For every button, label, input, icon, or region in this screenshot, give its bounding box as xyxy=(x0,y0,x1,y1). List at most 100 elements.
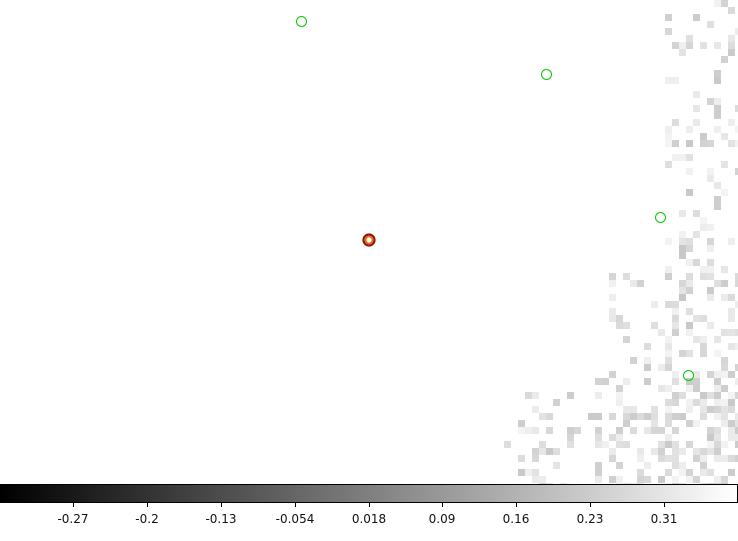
image-pixel xyxy=(595,462,602,469)
image-pixel xyxy=(714,399,721,406)
image-pixel xyxy=(735,343,738,350)
image-pixel xyxy=(735,140,738,147)
image-pixel xyxy=(693,378,700,385)
region-marker[interactable] xyxy=(683,370,694,381)
image-pixel xyxy=(665,469,672,476)
image-pixel xyxy=(539,413,546,420)
colorbar-ticks: -0.27 -0.2 -0.13 -0.054 0.018 0.09 0.16 … xyxy=(0,503,738,541)
region-marker[interactable] xyxy=(541,69,552,80)
image-pixel xyxy=(700,406,707,413)
image-pixel xyxy=(735,28,738,35)
image-pixel xyxy=(714,105,721,112)
image-pixel xyxy=(609,294,616,301)
image-pixel xyxy=(707,140,714,147)
image-pixel xyxy=(721,476,728,483)
image-pixel xyxy=(644,364,651,371)
image-pixel xyxy=(686,399,693,406)
image-pixel xyxy=(665,14,672,21)
image-pixel xyxy=(609,413,616,420)
image-pixel xyxy=(714,413,721,420)
image-pixel xyxy=(532,392,539,399)
image-pixel xyxy=(630,406,637,413)
image-pixel xyxy=(595,413,602,420)
image-pixel xyxy=(721,420,728,427)
image-pixel xyxy=(707,483,714,484)
image-pixel xyxy=(728,406,735,413)
image-pixel xyxy=(721,413,728,420)
image-pixel xyxy=(595,392,602,399)
image-pixel xyxy=(658,476,665,483)
image-pixel xyxy=(714,112,721,119)
image-pixel xyxy=(679,49,686,56)
image-pixel xyxy=(532,448,539,455)
image-pixel xyxy=(672,413,679,420)
image-pixel xyxy=(686,378,693,385)
image-pixel xyxy=(567,427,574,434)
image-pixel xyxy=(728,329,735,336)
image-pixel xyxy=(714,476,721,483)
image-pixel xyxy=(672,483,679,484)
image-pixel xyxy=(665,441,672,448)
image-pixel xyxy=(665,133,672,140)
image-pixel xyxy=(728,343,735,350)
image-pixel xyxy=(672,42,679,49)
image-pixel xyxy=(630,280,637,287)
image-pixel xyxy=(679,392,686,399)
image-pixel xyxy=(707,273,714,280)
image-pixel xyxy=(679,252,686,259)
image-pixel xyxy=(686,168,693,175)
image-pixel xyxy=(707,224,714,231)
image-pixel xyxy=(714,406,721,413)
image-pixel xyxy=(721,266,728,273)
image-pixel xyxy=(707,168,714,175)
image-pixel xyxy=(665,413,672,420)
image-pixel xyxy=(658,455,665,462)
image-pixel xyxy=(644,378,651,385)
region-marker[interactable] xyxy=(296,16,307,27)
image-pixel xyxy=(665,161,672,168)
image-pixel xyxy=(735,441,738,448)
image-pixel xyxy=(686,350,693,357)
image-pixel xyxy=(700,448,707,455)
image-pixel xyxy=(686,329,693,336)
image-pixel xyxy=(686,385,693,392)
image-pixel xyxy=(637,469,644,476)
image-pixel xyxy=(637,448,644,455)
image-pixel xyxy=(651,420,658,427)
image-pixel xyxy=(707,392,714,399)
image-pixel xyxy=(721,133,728,140)
image-pixel xyxy=(665,483,672,484)
region-marker[interactable] xyxy=(655,212,666,223)
image-pixel xyxy=(714,371,721,378)
image-pixel xyxy=(672,77,679,84)
image-pixel xyxy=(686,238,693,245)
image-pixel xyxy=(539,483,546,484)
image-pixel xyxy=(665,434,672,441)
image-pixel xyxy=(700,392,707,399)
image-pixel xyxy=(693,476,700,483)
image-pixel xyxy=(672,154,679,161)
image-pixel xyxy=(679,483,686,484)
image-pixel xyxy=(700,399,707,406)
image-pixel xyxy=(721,483,728,484)
image-pixel xyxy=(567,434,574,441)
image-pixel xyxy=(665,357,672,364)
image-pixel xyxy=(693,259,700,266)
image-pixel xyxy=(728,49,735,56)
image-pixel xyxy=(609,273,616,280)
image-pixel xyxy=(609,315,616,322)
image-pixel xyxy=(714,70,721,77)
image-pixel xyxy=(721,56,728,63)
image-pixel xyxy=(714,196,721,203)
image-pixel xyxy=(602,441,609,448)
image-canvas[interactable] xyxy=(0,0,738,484)
image-pixel xyxy=(672,329,679,336)
image-pixel xyxy=(700,462,707,469)
colorbar xyxy=(0,484,738,503)
image-pixel xyxy=(665,126,672,133)
image-pixel xyxy=(721,364,728,371)
image-pixel xyxy=(721,455,728,462)
image-pixel xyxy=(728,455,735,462)
image-pixel xyxy=(728,315,735,322)
target-marker[interactable] xyxy=(362,233,376,247)
